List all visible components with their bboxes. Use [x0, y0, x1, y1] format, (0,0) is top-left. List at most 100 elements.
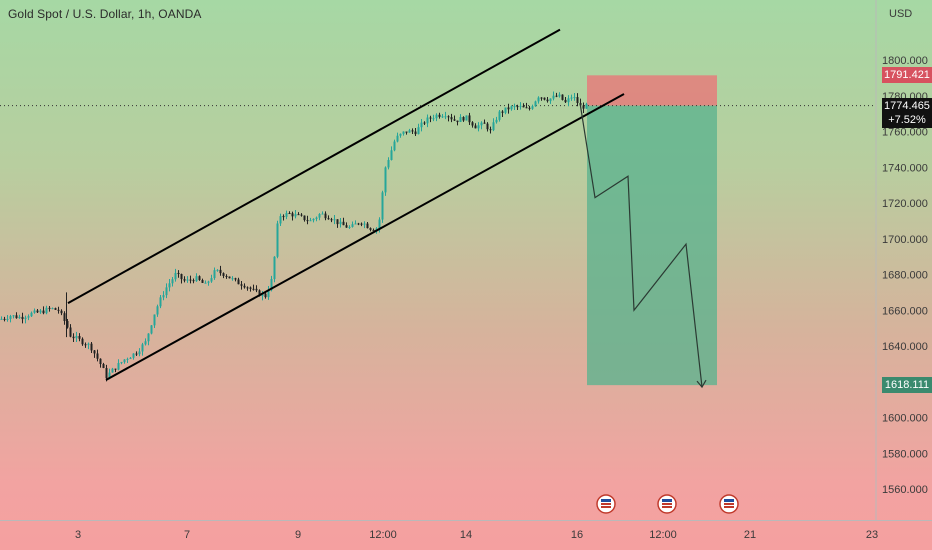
time-tick-label: 23	[866, 529, 878, 541]
candle-body	[33, 310, 36, 313]
candle-body	[504, 107, 507, 113]
candle-body	[576, 97, 579, 104]
candle-body	[384, 167, 387, 193]
candle-body	[141, 344, 144, 352]
candle-body	[54, 308, 57, 310]
candle-body	[126, 358, 129, 360]
candle-body	[363, 223, 366, 225]
candle-body	[519, 105, 522, 107]
time-tick-label: 16	[571, 529, 583, 541]
candle-body	[240, 284, 243, 286]
candle-body	[228, 276, 231, 279]
candle-body	[153, 314, 156, 326]
candle-body	[9, 316, 12, 319]
event-icon-flag-red	[662, 506, 672, 508]
candle-body	[156, 306, 159, 315]
event-icon-flag-red	[724, 506, 734, 508]
candle-body	[525, 107, 528, 109]
candle-body	[534, 101, 537, 107]
candle-body	[279, 216, 282, 224]
projection-arrowhead	[696, 379, 707, 389]
candle-body	[480, 122, 483, 126]
candle-body	[114, 368, 117, 370]
candle-body	[369, 228, 372, 230]
candle-body	[453, 119, 456, 121]
economic-event-icon	[719, 494, 739, 514]
candle-body	[420, 122, 423, 128]
candle-body	[501, 111, 504, 113]
candle-body	[570, 97, 573, 99]
candle-body	[270, 279, 273, 291]
candle-body	[387, 159, 390, 168]
candle-body	[267, 290, 270, 298]
candle-body	[339, 221, 342, 225]
candle-body	[552, 95, 555, 99]
candle-body	[315, 217, 318, 219]
event-icon-flag-blue	[724, 499, 734, 502]
candle-body	[558, 94, 561, 97]
candle-body	[258, 290, 261, 297]
candle-body	[189, 279, 192, 281]
candle-body	[318, 214, 321, 218]
candle-body	[288, 213, 291, 215]
candle-body	[366, 223, 369, 229]
time-tick-label: 3	[75, 529, 81, 541]
event-icon-flag-red	[724, 503, 734, 505]
candle-body	[507, 107, 510, 110]
candle-body	[447, 116, 450, 118]
candle-body	[219, 269, 222, 274]
time-tick-label: 12:00	[369, 529, 397, 541]
event-icon-flag-red	[601, 503, 611, 505]
candle-body	[120, 362, 123, 364]
event-icon-flag-blue	[662, 499, 672, 502]
candle-body	[522, 105, 525, 108]
candle-body	[327, 218, 330, 220]
chart-title: Gold Spot / U.S. Dollar, 1h, OANDA	[8, 7, 202, 21]
candle-body	[468, 115, 471, 123]
channel-upper-line	[67, 28, 561, 304]
candle-body	[294, 214, 297, 217]
candle-body	[450, 117, 453, 120]
candle-body	[291, 213, 294, 217]
candle-body	[357, 223, 360, 225]
candle-body	[243, 285, 246, 288]
time-tick-label: 7	[184, 529, 190, 541]
candle-body	[138, 351, 141, 355]
candle-body	[198, 276, 201, 280]
candle-body	[396, 135, 399, 142]
candle-body	[516, 106, 519, 108]
candle-body	[147, 333, 150, 342]
candle-body	[186, 279, 189, 281]
economic-event-icon	[596, 494, 616, 514]
take-profit-zone	[587, 105, 717, 386]
candle-body	[417, 127, 420, 135]
candle-body	[201, 279, 204, 283]
candle-body	[273, 256, 276, 280]
candle-body	[513, 106, 516, 108]
candle-body	[81, 338, 84, 345]
candle-body	[342, 221, 345, 226]
current-price-value: 1774.465	[884, 100, 930, 112]
time-tick-label: 21	[744, 529, 756, 541]
candle-body	[312, 218, 315, 221]
candle-body	[537, 97, 540, 102]
candle-body	[48, 307, 51, 309]
candle-body	[6, 318, 9, 320]
price-tick-label: 1720.000	[882, 198, 928, 210]
candle-body	[543, 97, 546, 100]
candle-body	[372, 229, 375, 231]
candle-body	[180, 274, 183, 280]
price-tick-label: 1680.000	[882, 270, 928, 282]
candle-body	[333, 219, 336, 221]
candle-body	[495, 119, 498, 123]
candle-body	[474, 125, 477, 129]
candle-body	[255, 288, 258, 291]
candle-body	[528, 107, 531, 109]
candle-body	[30, 312, 33, 317]
price-tick-label: 1640.000	[882, 341, 928, 353]
candle-body	[477, 125, 480, 129]
candle-body	[585, 103, 588, 109]
candle-body	[432, 118, 435, 120]
